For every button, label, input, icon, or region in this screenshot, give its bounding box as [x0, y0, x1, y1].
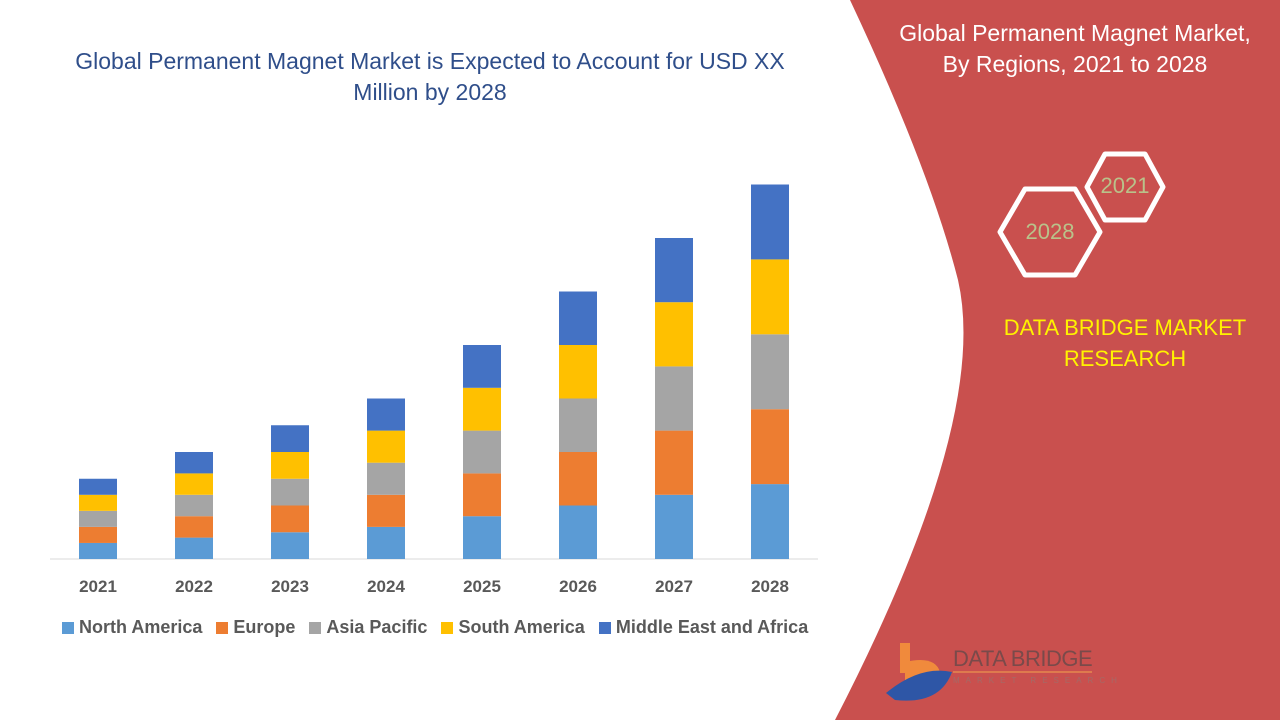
- bar-segment-2028-middle-east-and-africa: [751, 184, 789, 260]
- x-tick-label: 2021: [79, 577, 117, 596]
- bar-segment-2023-north-america: [271, 532, 309, 559]
- legend-item: Europe: [216, 617, 295, 638]
- legend-item: Middle East and Africa: [598, 617, 809, 638]
- hexagon-2021: [1084, 151, 1166, 223]
- side-panel: [835, 0, 1280, 720]
- side-title: Global Permanent Magnet Market, By Regio…: [870, 18, 1280, 80]
- bar-segment-2022-europe: [175, 516, 213, 538]
- chart-title: Global Permanent Magnet Market is Expect…: [75, 48, 785, 105]
- bar-segment-2021-south-america: [79, 494, 117, 511]
- legend-swatch: [309, 621, 322, 634]
- bar-segment-2024-south-america: [367, 430, 405, 463]
- bar-segment-2022-asia-pacific: [175, 494, 213, 517]
- bar-segment-2022-north-america: [175, 537, 213, 559]
- bar-segment-2026-north-america: [559, 505, 597, 559]
- bar-segment-2021-north-america: [79, 542, 117, 559]
- legend-label: Asia Pacific: [326, 617, 428, 637]
- chart-plot: 2021 2022 2023 2024 2025 2026 2027 2028: [50, 184, 818, 596]
- bar-segment-2027-asia-pacific: [655, 366, 693, 431]
- bar-segment-2024-middle-east-and-africa: [367, 398, 405, 431]
- legend-item: Asia Pacific: [309, 617, 427, 638]
- x-tick-label: 2025: [463, 577, 501, 596]
- x-tick-label: 2022: [175, 577, 213, 596]
- bar-segment-2025-south-america: [463, 387, 501, 431]
- legend-swatch: [441, 621, 454, 634]
- bar-segment-2022-south-america: [175, 473, 213, 495]
- bar-segment-2028-north-america: [751, 484, 789, 559]
- legend-label: Middle East and Africa: [615, 617, 809, 637]
- legend-item: North America: [62, 617, 202, 638]
- legend-label: South America: [458, 617, 585, 637]
- x-tick-label: 2024: [367, 577, 405, 596]
- legend-swatch: [62, 621, 74, 634]
- bar-segment-2023-south-america: [271, 452, 309, 479]
- bar-segment-2025-middle-east-and-africa: [463, 345, 501, 388]
- bar-segment-2021-asia-pacific: [79, 510, 117, 527]
- bar-segment-2025-europe: [463, 473, 501, 517]
- bar-segment-2021-europe: [79, 526, 117, 543]
- bar-segment-2025-asia-pacific: [463, 430, 501, 474]
- x-tick-label: 2026: [559, 577, 597, 596]
- hex-label-2028: 2028: [1025, 219, 1075, 244]
- side-title-line1: Global Permanent Magnet Market,: [899, 20, 1251, 46]
- bar-segment-2025-north-america: [463, 516, 501, 559]
- bar-segment-2026-asia-pacific: [559, 398, 597, 452]
- bar-segment-2026-middle-east-and-africa: [559, 291, 597, 345]
- legend-item: South America: [441, 617, 585, 638]
- bar-segment-2023-europe: [271, 505, 309, 533]
- legend-label: Europe: [233, 617, 296, 637]
- bar-segment-2027-middle-east-and-africa: [655, 238, 693, 303]
- legend-label: North America: [79, 617, 203, 637]
- bar-segment-2023-asia-pacific: [271, 478, 309, 506]
- side-title-line2: By Regions, 2021 to 2028: [942, 51, 1208, 77]
- logo-subtext: MARKET RESEARCH: [953, 676, 1123, 685]
- bar-segment-2027-europe: [655, 430, 693, 495]
- hex-label-2021: 2021: [1100, 173, 1150, 198]
- brand-line1: DATA BRIDGE MARKET: [1003, 315, 1247, 340]
- bar-segment-2021-middle-east-and-africa: [79, 478, 117, 495]
- bar-segment-2027-south-america: [655, 302, 693, 367]
- brand-line2: RESEARCH: [1063, 346, 1187, 371]
- brand-text: DATA BRIDGE MARKET RESEARCH: [975, 312, 1275, 374]
- bar-segment-2028-europe: [751, 409, 789, 485]
- hexagon-2028: [997, 186, 1103, 278]
- bar-segment-2026-south-america: [559, 345, 597, 399]
- bar-segment-2024-asia-pacific: [367, 462, 405, 495]
- bar-segment-2028-south-america: [751, 259, 789, 335]
- bar-segment-2027-north-america: [655, 494, 693, 559]
- chart-legend: North America Europe Asia Pacific South Ame…: [62, 617, 808, 638]
- bar-segment-2026-europe: [559, 452, 597, 506]
- bar-segment-2022-middle-east-and-africa: [175, 452, 213, 474]
- bar-segment-2023-middle-east-and-africa: [271, 425, 309, 452]
- legend-swatch: [216, 621, 229, 634]
- logo-mark: [886, 643, 1092, 701]
- bar-segment-2028-asia-pacific: [751, 334, 789, 410]
- legend-swatch: [598, 621, 611, 634]
- bar-segment-2024-north-america: [367, 526, 405, 559]
- bar-segment-2024-europe: [367, 494, 405, 527]
- x-tick-label: 2027: [655, 577, 693, 596]
- logo-text: DATA BRIDGE: [953, 646, 1093, 671]
- x-tick-label: 2023: [271, 577, 309, 596]
- x-tick-label: 2028: [751, 577, 789, 596]
